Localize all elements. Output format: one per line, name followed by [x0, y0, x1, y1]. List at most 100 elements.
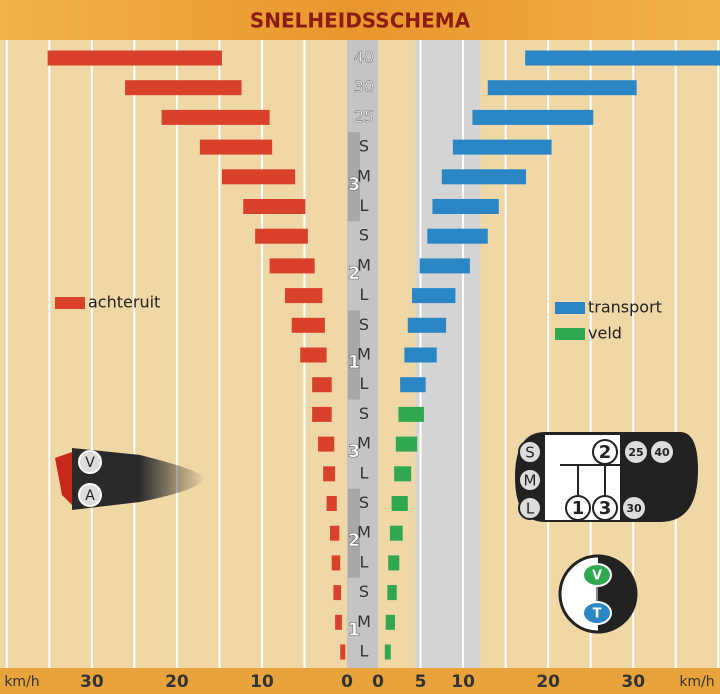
- bar: [441, 169, 527, 185]
- shift-diagram: SML 2 25 40 1 3 30: [515, 432, 698, 522]
- row-label: S: [359, 582, 369, 601]
- row-label: L: [360, 642, 369, 661]
- gear-box: [348, 369, 360, 400]
- gear-label: 25: [628, 446, 643, 459]
- x-tick-label: 10: [250, 672, 274, 692]
- row-label: L: [360, 552, 369, 571]
- gear-box: [348, 310, 360, 341]
- bar: [318, 436, 335, 452]
- x-tick-label: 0: [372, 672, 384, 692]
- gear-label: 1: [348, 352, 361, 373]
- legend-label: transport: [588, 298, 662, 317]
- range-label: L: [526, 500, 535, 518]
- x-tick-label: 0: [341, 672, 353, 692]
- bar: [329, 525, 340, 541]
- bar: [333, 585, 342, 601]
- bar: [427, 228, 488, 244]
- gear-label: 3: [348, 441, 361, 462]
- bar: [161, 109, 270, 125]
- lever-label: T: [593, 607, 602, 622]
- gear-circle: [592, 439, 618, 465]
- gear-circle: [592, 495, 618, 521]
- row-label: M: [357, 166, 371, 185]
- legend-swatch: [55, 297, 85, 309]
- lever-label: V: [85, 455, 95, 471]
- bar: [340, 644, 346, 660]
- bar: [221, 169, 296, 185]
- legend-label: achteruit: [88, 293, 160, 312]
- bar: [300, 347, 327, 363]
- bar: [452, 139, 552, 155]
- row-label: L: [360, 463, 369, 482]
- bar: [389, 525, 403, 541]
- gear-circle: [621, 495, 647, 521]
- range-circle: [518, 496, 542, 520]
- gear-label: 40: [654, 446, 670, 459]
- bar: [388, 555, 400, 571]
- x-axis-label: km/h: [679, 674, 714, 690]
- row-label: S: [359, 137, 369, 156]
- gear-label: 3: [599, 498, 612, 519]
- bar: [284, 288, 323, 304]
- row-label: M: [357, 255, 371, 274]
- gear-box: [348, 132, 360, 162]
- chart-title: SNELHEIDSSCHEMA: [250, 9, 471, 33]
- x-tick-label: 5: [415, 672, 427, 692]
- bar: [387, 585, 397, 601]
- gear-circle: [565, 495, 591, 521]
- row-label: L: [360, 285, 369, 304]
- gear-circle: [623, 439, 649, 465]
- gear-box: [348, 191, 360, 222]
- row-label: L: [360, 196, 369, 215]
- range-circle: [518, 468, 542, 492]
- row-label: M: [357, 434, 371, 453]
- bar: [407, 317, 447, 333]
- bar: [47, 50, 222, 66]
- bar: [487, 80, 637, 96]
- gear-label: 30: [626, 502, 642, 515]
- x-tick-label: 20: [536, 672, 560, 692]
- lever-label: V: [592, 569, 602, 584]
- bar: [243, 199, 306, 214]
- bar: [400, 377, 426, 393]
- bar: [432, 199, 499, 214]
- range-label: M: [524, 472, 537, 490]
- bar: [125, 80, 242, 96]
- bar: [323, 466, 336, 482]
- gear-box: [348, 161, 360, 192]
- row-label: S: [359, 226, 369, 245]
- gear-box: [348, 488, 360, 519]
- row-label: S: [359, 315, 369, 334]
- row-label: 30: [354, 77, 374, 96]
- gear-box: [348, 518, 360, 549]
- bar: [199, 139, 273, 155]
- gear-label: 2: [348, 530, 361, 551]
- gear-box: [348, 548, 360, 578]
- bar: [391, 496, 408, 511]
- gear-label: 2: [348, 263, 361, 284]
- row-label: L: [360, 374, 369, 393]
- x-tick-label: 30: [621, 672, 645, 692]
- row-label: M: [357, 523, 371, 542]
- lever-label: A: [85, 488, 95, 504]
- bar: [326, 496, 337, 511]
- gear-label: 2: [599, 442, 612, 463]
- legend-label: veld: [588, 324, 622, 343]
- row-label: S: [359, 493, 369, 512]
- range-label: S: [525, 444, 535, 462]
- bar: [331, 555, 341, 571]
- bar: [312, 406, 332, 422]
- bar: [404, 347, 437, 363]
- bar: [398, 406, 424, 422]
- axis-band: [0, 668, 720, 694]
- direction-lever: V A: [55, 448, 205, 510]
- bar: [384, 644, 391, 660]
- gear-label: 1: [572, 498, 585, 519]
- legend-swatch: [555, 302, 585, 314]
- bar: [394, 466, 412, 482]
- x-tick-label: 10: [451, 672, 475, 692]
- bar: [525, 50, 720, 66]
- gear-label: 1: [348, 619, 361, 640]
